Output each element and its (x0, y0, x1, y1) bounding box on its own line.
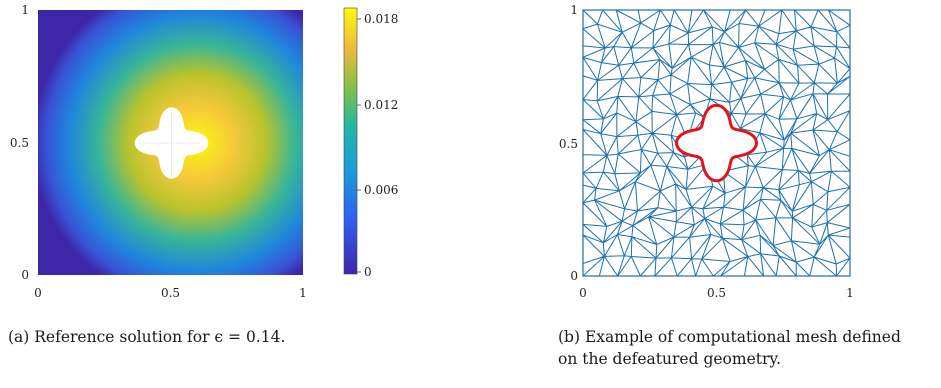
defeatured-boundary (675, 103, 758, 183)
x-tick-a-05: 0.5 (161, 286, 180, 300)
y-tick-b-05: 0.5 (559, 137, 578, 151)
mesh-panel (582, 9, 851, 277)
caption-a: (a) Reference solution for ϵ = 0.14. (8, 328, 286, 346)
x-tick-a-0: 0 (34, 286, 42, 300)
colorbar-tick-0018: 0.018 (364, 12, 398, 26)
y-tick-a-0: 0 (21, 268, 29, 282)
colorbar-tick-0: 0 (364, 265, 372, 279)
caption-b: (b) Example of computational mesh define… (558, 326, 938, 370)
colorbar-tick-0012: 0.012 (364, 98, 398, 112)
x-tick-b-0: 0 (579, 286, 587, 300)
y-tick-a-05: 0.5 (10, 136, 29, 150)
mesh-border (582, 9, 851, 277)
x-tick-b-1: 1 (846, 286, 854, 300)
x-tick-a-1: 1 (299, 286, 307, 300)
figure: 0 0.5 1 0 0.5 1 0 0.006 0.012 0.018 0 0.… (10, 3, 854, 300)
y-tick-a-1: 1 (21, 3, 29, 17)
x-tick-b-05: 0.5 (707, 286, 726, 300)
y-tick-b-1: 1 (570, 3, 578, 17)
colorbar-tick-0006: 0.006 (364, 183, 398, 197)
colorbar: 0 0.006 0.012 0.018 (343, 7, 398, 279)
heatmap-panel (38, 10, 303, 275)
y-tick-b-0: 0 (570, 269, 578, 283)
colorbar-scale (343, 7, 358, 275)
caption-b-line-2: on the defeatured geometry. (558, 350, 782, 368)
caption-b-line-1: (b) Example of computational mesh define… (558, 328, 901, 346)
